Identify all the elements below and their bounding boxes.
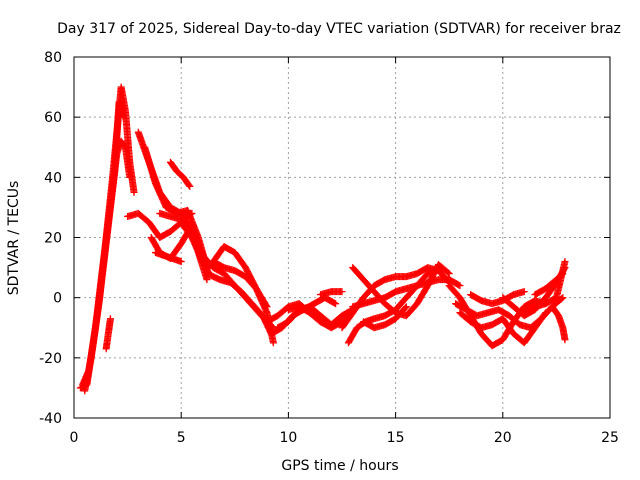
series-track-32 bbox=[548, 303, 569, 344]
data-point bbox=[444, 269, 452, 277]
data-point bbox=[330, 299, 338, 307]
x-tick-label: 0 bbox=[70, 430, 79, 446]
data-point bbox=[177, 258, 185, 266]
series-track-9 bbox=[166, 158, 194, 190]
y-tick-label: 0 bbox=[53, 291, 62, 307]
y-tick-label: -40 bbox=[39, 411, 62, 427]
series-track-29 bbox=[467, 288, 528, 308]
data-point bbox=[263, 303, 271, 311]
data-point bbox=[561, 336, 569, 344]
y-tick-label: 80 bbox=[44, 50, 62, 66]
series-track-31 bbox=[520, 258, 569, 317]
data-point bbox=[262, 301, 270, 309]
y-axis-label: SDTVAR / TECUs bbox=[6, 181, 22, 296]
series-track-19 bbox=[284, 303, 346, 332]
data-point bbox=[558, 295, 566, 303]
data-point bbox=[269, 339, 277, 347]
data-point bbox=[561, 258, 569, 266]
data-point bbox=[445, 270, 453, 278]
chart-title: Day 317 of 2025, Sidereal Day-to-day VTE… bbox=[57, 21, 621, 37]
data-point bbox=[119, 113, 127, 121]
y-tick-label: -20 bbox=[39, 351, 62, 367]
data-point bbox=[401, 304, 409, 312]
data-point bbox=[186, 182, 194, 190]
data-point bbox=[188, 209, 196, 217]
data-points bbox=[76, 83, 569, 395]
data-point bbox=[541, 310, 549, 318]
series-track-11 bbox=[156, 209, 196, 223]
data-point bbox=[187, 210, 195, 218]
data-point bbox=[542, 309, 550, 317]
series-track-3 bbox=[79, 98, 127, 389]
series-track-10 bbox=[151, 249, 185, 266]
y-tick-label: 60 bbox=[44, 110, 62, 126]
series-track-20 bbox=[317, 288, 346, 299]
data-point bbox=[559, 270, 567, 278]
grid bbox=[74, 57, 610, 418]
x-tick-label: 5 bbox=[177, 430, 186, 446]
data-point bbox=[456, 282, 464, 290]
x-axis-label: GPS time / hours bbox=[281, 458, 398, 474]
data-point bbox=[106, 315, 114, 323]
series-track-33 bbox=[531, 270, 567, 299]
y-tick-label: 20 bbox=[44, 231, 62, 247]
data-point bbox=[203, 276, 211, 284]
data-point bbox=[185, 181, 193, 189]
series-track-24 bbox=[349, 276, 464, 311]
data-point bbox=[402, 303, 410, 311]
data-point bbox=[558, 271, 566, 279]
plot-frame bbox=[73, 56, 611, 419]
data-point bbox=[455, 281, 463, 289]
x-tick-label: 10 bbox=[279, 430, 297, 446]
series-track-28 bbox=[456, 309, 550, 347]
data-point bbox=[338, 288, 346, 296]
y-tick-label: 40 bbox=[44, 170, 62, 186]
data-point bbox=[126, 173, 134, 181]
data-point bbox=[559, 294, 567, 302]
x-tick-label: 20 bbox=[494, 430, 512, 446]
series-track-4 bbox=[102, 315, 114, 353]
data-point bbox=[332, 300, 340, 308]
x-tick-label: 25 bbox=[601, 430, 619, 446]
data-point bbox=[130, 188, 138, 196]
data-point bbox=[520, 288, 528, 296]
x-tick-label: 15 bbox=[387, 430, 405, 446]
series-track-15 bbox=[209, 258, 271, 311]
series-track-25 bbox=[359, 303, 410, 332]
